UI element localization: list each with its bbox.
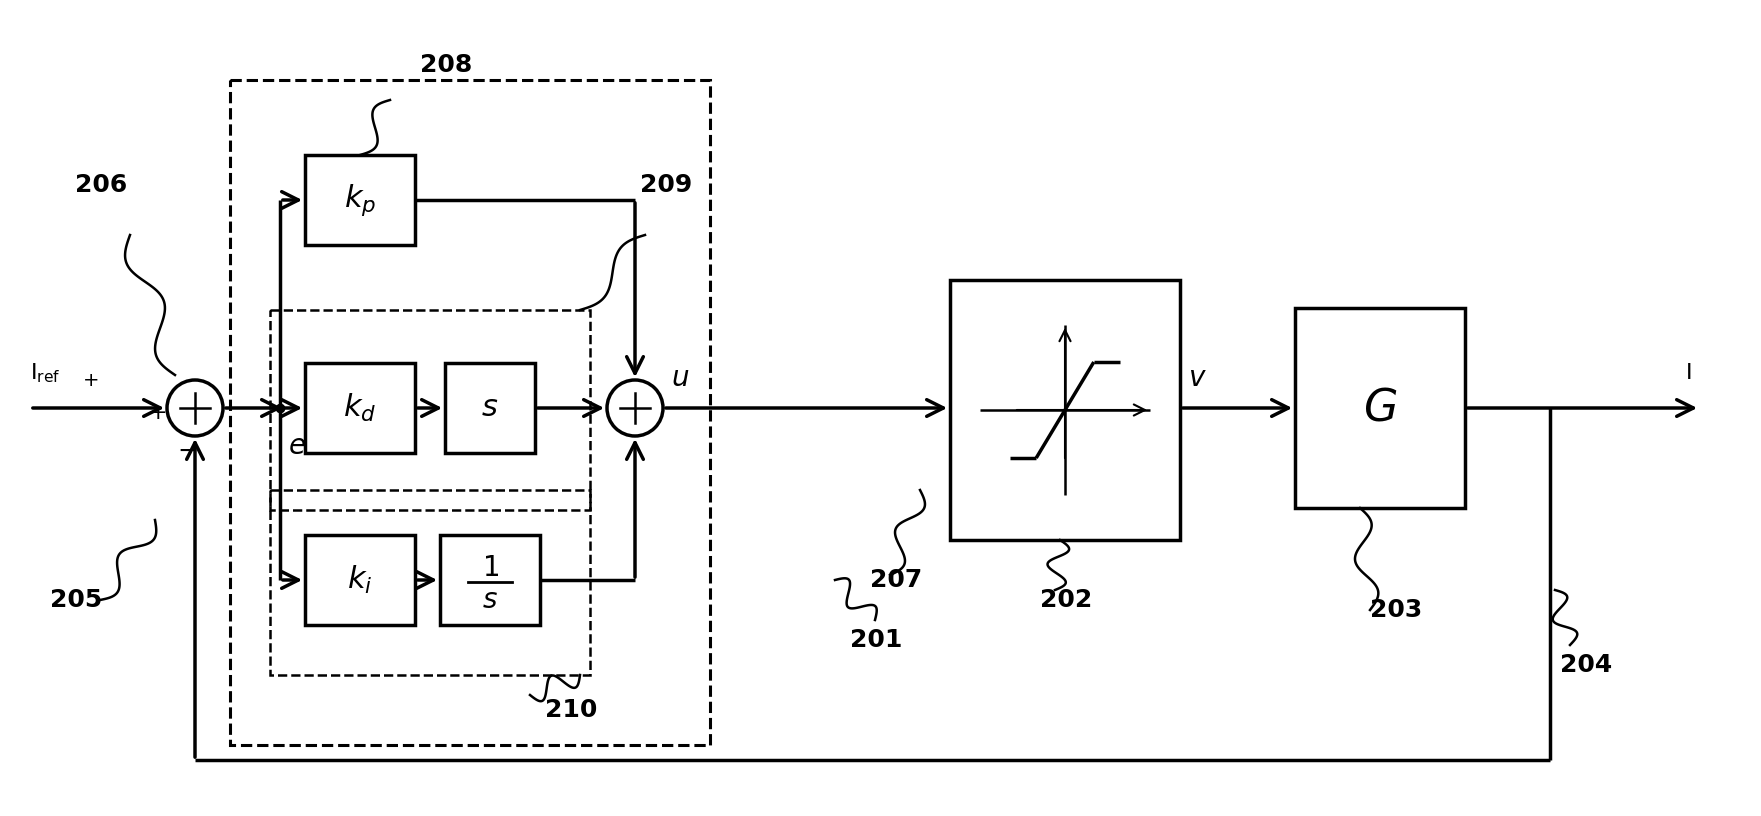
Text: $1$: $1$ — [481, 554, 498, 582]
Text: $v$: $v$ — [1189, 364, 1206, 392]
Bar — [1294, 308, 1465, 508]
Text: $+$: $+$ — [81, 370, 99, 389]
Text: $e$: $e$ — [289, 432, 306, 460]
Bar — [305, 155, 416, 245]
Bar — [305, 535, 416, 625]
Text: $G$: $G$ — [1363, 387, 1396, 429]
Text: $\mathrm{I_{ref}}$: $\mathrm{I_{ref}}$ — [30, 361, 60, 385]
Bar — [269, 490, 590, 675]
Text: 207: 207 — [870, 568, 923, 592]
Text: 204: 204 — [1560, 653, 1613, 677]
Text: $u$: $u$ — [671, 364, 689, 392]
Text: $k_i$: $k_i$ — [347, 564, 373, 596]
Bar — [440, 535, 541, 625]
Text: $+$: $+$ — [148, 403, 166, 423]
Text: $-$: $-$ — [176, 438, 197, 462]
Text: 205: 205 — [49, 588, 102, 612]
Text: 208: 208 — [421, 53, 472, 77]
Text: $k_d$: $k_d$ — [343, 392, 377, 424]
Circle shape — [608, 380, 662, 436]
Text: $k_p$: $k_p$ — [343, 182, 377, 218]
Text: 209: 209 — [639, 173, 692, 197]
Text: $s$: $s$ — [481, 393, 498, 423]
Bar — [949, 280, 1180, 540]
Bar — [231, 80, 710, 745]
Circle shape — [167, 380, 224, 436]
Bar — [269, 310, 590, 510]
Text: 201: 201 — [851, 628, 902, 652]
Text: 210: 210 — [544, 698, 597, 722]
Text: 206: 206 — [76, 173, 127, 197]
Text: $\mathrm{I}$: $\mathrm{I}$ — [1685, 363, 1691, 383]
Text: 203: 203 — [1370, 598, 1423, 622]
Bar — [305, 363, 416, 453]
Text: 202: 202 — [1041, 588, 1092, 612]
Text: $s$: $s$ — [483, 586, 498, 614]
Bar — [446, 363, 535, 453]
